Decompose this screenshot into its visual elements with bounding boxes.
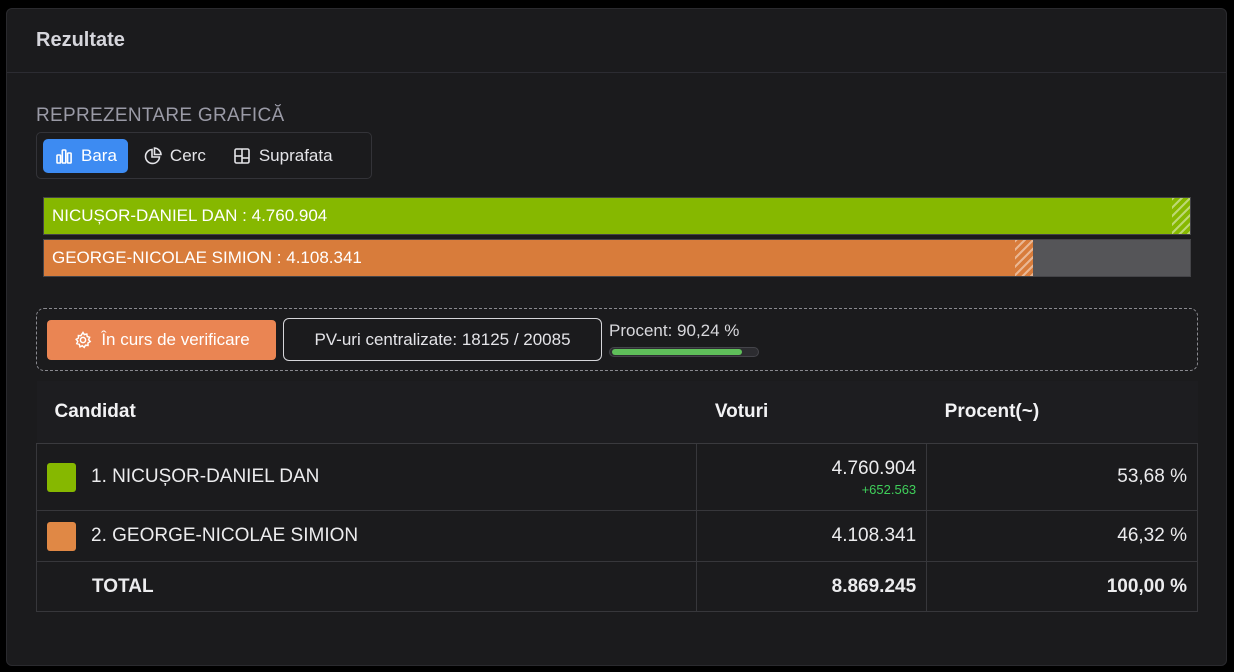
bar-chart: NICUȘOR-DANIEL DAN : 4.760.904 GEORGE-NI… — [43, 197, 1191, 281]
table-total-row: TOTAL 8.869.245 100,00 % — [35, 561, 1198, 612]
table-row: 1. NICUȘOR-DANIEL DAN 4.760.904 +652.563… — [35, 443, 1198, 511]
procent-progress-fill — [612, 349, 742, 355]
card-title: Rezultate — [7, 9, 1226, 73]
tab-bara-label: Bara — [81, 145, 117, 165]
percent-cell: 53,68 % — [926, 443, 1198, 511]
total-percent: 100,00 % — [926, 561, 1198, 612]
procent-label: Procent: 90,24 % — [609, 321, 740, 340]
header-votes: Voturi — [696, 381, 927, 444]
votes-cell: 4.108.341 — [696, 510, 928, 562]
tab-suprafata-label: Suprafata — [258, 145, 333, 165]
status-panel: În curs de verificare PV-uri centralizat… — [36, 308, 1198, 371]
verification-status-button[interactable]: În curs de verificare — [47, 320, 276, 360]
procent-indicator: Procent: 90,24 % — [609, 321, 759, 357]
pie-chart-icon — [144, 146, 162, 164]
results-table: Candidat Voturi Procent(~) 1. NICUȘOR-DA… — [35, 381, 1198, 612]
bar-label-2: GEORGE-NICOLAE SIMION : 4.108.341 — [52, 248, 362, 267]
bar-candidate-2 — [44, 240, 1033, 276]
tab-cerc-label: Cerc — [169, 145, 206, 165]
candidate-name: 2. GEORGE-NICOLAE SIMION — [91, 525, 359, 546]
votes-value: 4.760.904 — [831, 457, 917, 479]
tab-bara[interactable]: Bara — [43, 138, 128, 173]
bar-track-1: NICUȘOR-DANIEL DAN : 4.760.904 — [43, 197, 1191, 235]
votes-cell: 4.760.904 +652.563 — [696, 443, 928, 511]
bar-candidate-1 — [44, 198, 1190, 234]
candidate-name: 1. NICUȘOR-DANIEL DAN — [91, 466, 320, 487]
candidate-color-swatch — [47, 521, 76, 551]
candidate-cell: 1. NICUȘOR-DANIEL DAN — [35, 443, 698, 511]
candidate-cell: 2. GEORGE-NICOLAE SIMION — [35, 510, 698, 562]
treemap-icon — [234, 147, 250, 164]
candidate-color-swatch — [47, 462, 76, 492]
chart-type-tabs: Bara Cerc Suprafata — [36, 132, 372, 179]
tab-cerc[interactable]: Cerc — [132, 139, 217, 173]
total-votes: 8.869.245 — [696, 561, 928, 612]
header-percent: Procent(~) — [926, 381, 1198, 444]
total-label: TOTAL — [92, 575, 154, 597]
bar-stripe — [1172, 198, 1190, 234]
bar-track-2: GEORGE-NICOLAE SIMION : 4.108.341 — [43, 239, 1191, 277]
chart-section-label: REPREZENTARE GRAFICĂ — [36, 105, 285, 126]
verification-status-label: În curs de verificare — [101, 330, 250, 349]
procent-progress-bar — [609, 347, 759, 357]
total-label-cell: TOTAL — [35, 561, 698, 612]
table-row: 2. GEORGE-NICOLAE SIMION 4.108.341 46,32… — [35, 510, 1198, 562]
tab-suprafata[interactable]: Suprafata — [221, 139, 344, 173]
percent-cell: 46,32 % — [926, 510, 1198, 562]
bar-stripe — [1014, 240, 1033, 276]
votes-value: 4.108.341 — [831, 525, 917, 546]
results-card: Rezultate REPREZENTARE GRAFICĂ Bara Cerc — [6, 8, 1227, 666]
gear-icon — [75, 331, 92, 349]
votes-delta: +652.563 — [861, 481, 917, 497]
table-header-row: Candidat Voturi Procent(~) — [36, 381, 1198, 444]
header-candidate: Candidat — [36, 381, 697, 444]
pv-centralized-badge: PV-uri centralizate: 18125 / 20085 — [283, 318, 602, 361]
bar-label-1: NICUȘOR-DANIEL DAN : 4.760.904 — [52, 206, 328, 225]
bar-chart-icon — [56, 148, 72, 164]
